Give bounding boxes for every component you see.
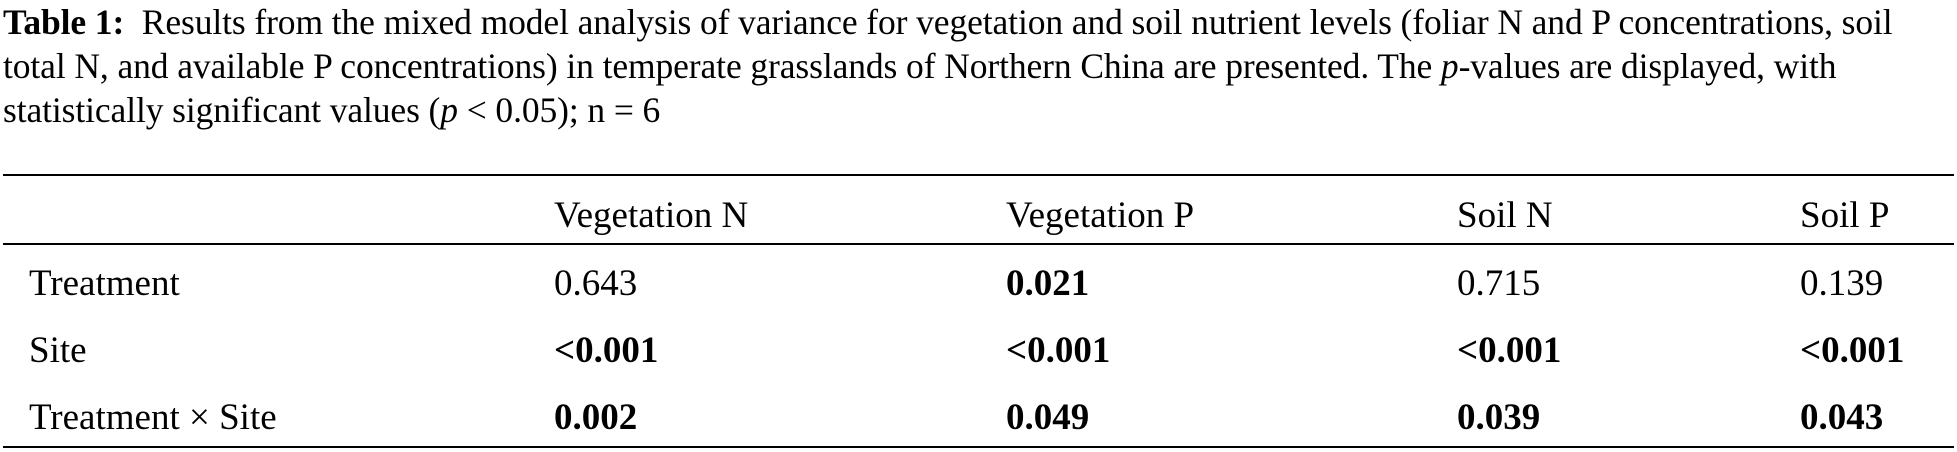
table-cell: 0.021: [1006, 263, 1090, 304]
caption-text-2: -values are displayed, with statisticall…: [3, 46, 1837, 130]
caption-label: Table 1:: [3, 2, 125, 42]
table-caption: Table 1: Results from the mixed model an…: [3, 0, 1953, 132]
table-cell: 0.139: [1800, 263, 1884, 304]
column-header-soil-n: Soil N: [1457, 195, 1553, 236]
row-label-treatment-x-site: Treatment × Site: [29, 397, 277, 438]
table-cell: 0.049: [1006, 397, 1090, 438]
table-cell: <0.001: [1800, 330, 1905, 371]
table-cell: <0.001: [554, 330, 659, 371]
table-cell: 0.715: [1457, 263, 1541, 304]
row-label-site: Site: [29, 330, 87, 371]
table-cell: 0.002: [554, 397, 638, 438]
caption-p-italic-2: p: [440, 90, 458, 130]
caption-p-italic: p: [1440, 46, 1459, 86]
table-header-rule: [3, 243, 1954, 245]
table-cell: <0.001: [1006, 330, 1111, 371]
row-label-treatment: Treatment: [29, 263, 180, 304]
table-bottom-rule: [3, 446, 1954, 448]
column-header-vegetation-n: Vegetation N: [554, 195, 749, 236]
caption-text-3: < 0.05); n = 6: [457, 90, 661, 130]
caption-text-1: Results from the mixed model analysis of…: [3, 2, 1893, 86]
table-cell: <0.001: [1457, 330, 1562, 371]
column-header-vegetation-p: Vegetation P: [1006, 195, 1195, 236]
table-top-rule: [3, 174, 1954, 176]
table-cell: 0.643: [554, 263, 638, 304]
table-cell: 0.043: [1800, 397, 1884, 438]
table-cell: 0.039: [1457, 397, 1541, 438]
column-header-soil-p: Soil P: [1800, 195, 1890, 236]
